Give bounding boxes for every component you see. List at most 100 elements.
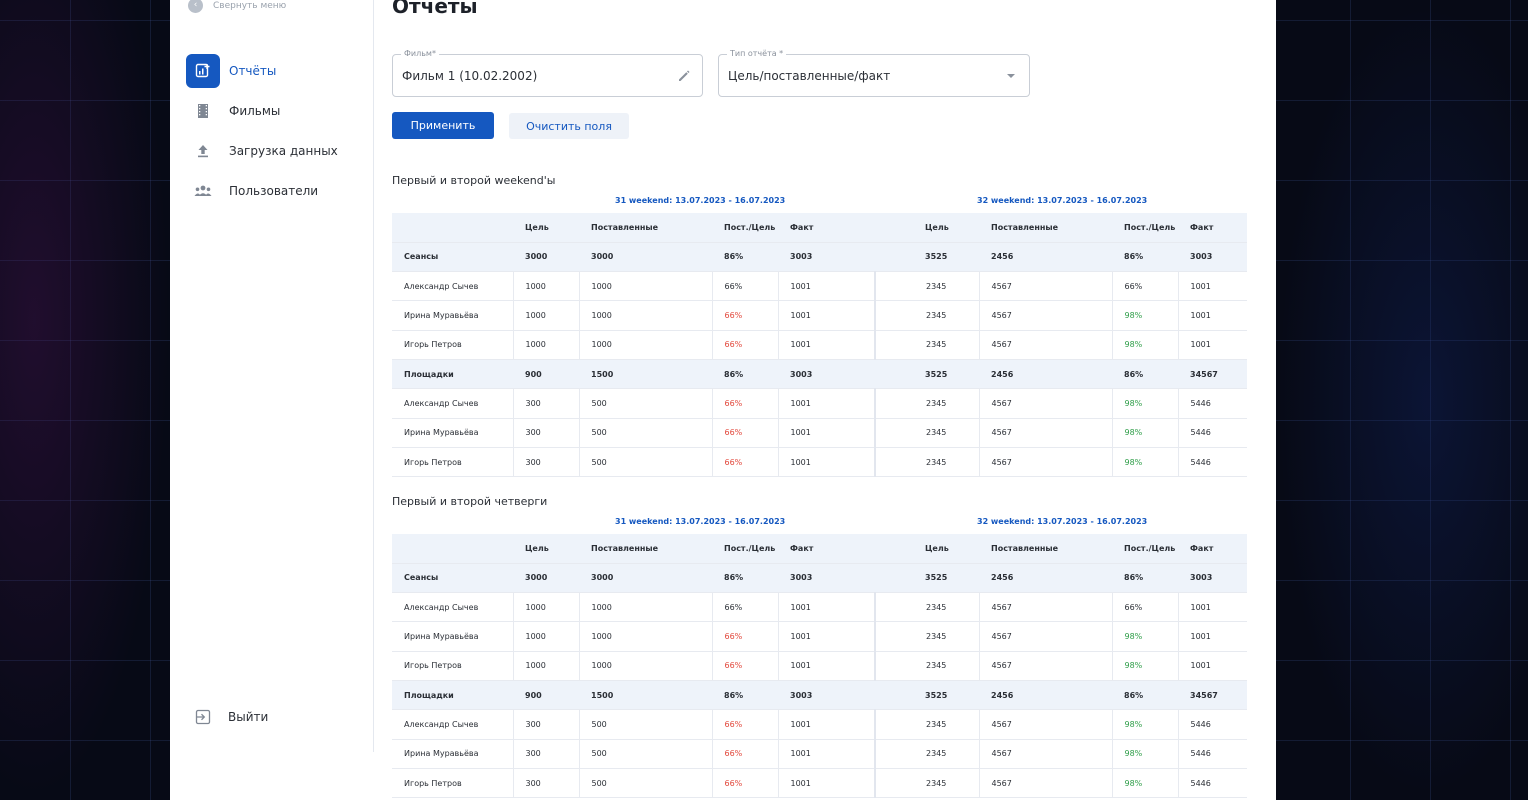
column-header: Пост./Цель: [712, 534, 778, 564]
column-header: Поставленные: [579, 213, 712, 243]
table-cell: 1000: [578, 592, 712, 623]
table-cell: 300: [512, 447, 579, 478]
table-cell: 3525: [875, 680, 979, 711]
table-cell: 4567: [978, 330, 1112, 360]
app-window: ‹ Свернуть меню Отчёты Фильмы Загрузка д…: [170, 0, 1276, 800]
column-header: Пост./Цель: [1112, 534, 1178, 564]
collapse-menu-button[interactable]: ‹ Свернуть меню: [188, 0, 286, 13]
table-cell: 1001: [1177, 592, 1247, 623]
table-cell: 2456: [979, 242, 1112, 273]
table-cell: 1001: [1177, 300, 1247, 331]
table-cell: 1000: [512, 330, 579, 360]
ratio-cell: 66%: [711, 739, 778, 769]
table-cell: 4567: [978, 592, 1112, 623]
ratio-cell: 66%: [711, 621, 778, 652]
column-header: Цель: [875, 534, 979, 564]
column-header: Поставленные: [579, 534, 712, 564]
film-field-label: Фильм*: [401, 49, 439, 58]
table-row: Александр Сычев 300 500 66% 1001 2345 4567 98% 5…: [392, 709, 1247, 740]
table-cell: 5446: [1177, 447, 1247, 478]
logout-icon: [194, 708, 212, 726]
ratio-cell: 86%: [712, 563, 778, 594]
table-cell: 34567: [1178, 680, 1247, 711]
row-label: Игорь Петров: [392, 330, 513, 360]
table-cell: 2345: [874, 271, 979, 302]
table-cell: 4567: [978, 651, 1112, 681]
film-field[interactable]: Фильм* Фильм 1 (10.02.2002): [392, 49, 703, 97]
ratio-cell: 98%: [1111, 300, 1178, 331]
report-section-title: Первый и второй weekend'ы: [392, 174, 556, 187]
film-field-value: Фильм 1 (10.02.2002): [402, 69, 538, 83]
table-cell: 2345: [874, 418, 979, 448]
table-cell: 1000: [578, 651, 712, 681]
table-cell: 4567: [978, 709, 1112, 740]
background-glow-left: [0, 0, 170, 800]
sidebar-item-upload[interactable]: Загрузка данных: [186, 134, 338, 168]
table-cell: 500: [578, 447, 712, 478]
table-cell: 1001: [1177, 651, 1247, 681]
column-header: Цель: [513, 213, 579, 243]
column-header: Факт: [1178, 534, 1247, 564]
table-cell: 900: [513, 680, 579, 711]
table-cell: 3000: [579, 563, 712, 594]
sidebar-item-films[interactable]: Фильмы: [186, 94, 280, 128]
table-cell: 1001: [1177, 621, 1247, 652]
table-header-row: Цель Поставленные Пост./Цель Факт Цель П…: [392, 534, 1247, 564]
logout-button[interactable]: Выйти: [194, 708, 268, 726]
column-header: Поставленные: [979, 534, 1112, 564]
pencil-icon[interactable]: [676, 68, 692, 84]
ratio-cell: 66%: [711, 651, 778, 681]
row-label: Александр Сычев: [392, 709, 513, 740]
table-cell: 2456: [979, 359, 1112, 390]
table-cell: 1000: [512, 592, 579, 623]
row-label: Ирина Муравьёва: [392, 418, 513, 448]
row-label: Площадки: [392, 680, 513, 711]
apply-button[interactable]: Применить: [392, 112, 494, 139]
sidebar-item-users[interactable]: Пользователи: [186, 174, 318, 208]
table-cell: 2345: [874, 388, 979, 419]
ratio-cell: 86%: [1112, 359, 1178, 390]
table-cell: 3000: [513, 242, 579, 273]
caret-down-icon[interactable]: [1003, 68, 1019, 84]
report-section-title: Первый и второй четверги: [392, 495, 548, 508]
table-cell: 1001: [777, 651, 875, 681]
ratio-cell: 66%: [711, 388, 778, 419]
table-cell: 1001: [777, 739, 875, 769]
row-label: Игорь Петров: [392, 447, 513, 478]
table-cell: 2456: [979, 680, 1112, 711]
upload-icon: [186, 134, 220, 168]
ratio-cell: 98%: [1111, 768, 1178, 799]
table-cell: 5446: [1177, 739, 1247, 769]
table-cell: 1001: [777, 300, 875, 331]
table-cell: 2345: [874, 592, 979, 623]
row-label: Ирина Муравьёва: [392, 621, 513, 652]
summary-row: Сеансы 3000 3000 86% 3003 3525 2456 86% 3003: [392, 242, 1247, 273]
table-row: Игорь Петров 300 500 66% 1001 2345 4567 98% 5446: [392, 768, 1247, 799]
table-cell: 2345: [874, 330, 979, 360]
table-cell: 4567: [978, 621, 1112, 652]
column-header: Цель: [513, 534, 579, 564]
report-type-select[interactable]: Тип отчёта * Цель/поставленные/факт: [718, 49, 1030, 97]
sidebar-item-label: Отчёты: [229, 64, 277, 78]
table-cell: 1000: [512, 621, 579, 652]
sidebar: ‹ Свернуть меню Отчёты Фильмы Загрузка д…: [170, 0, 374, 752]
collapse-arrow-icon: ‹: [188, 0, 203, 13]
ratio-cell: 66%: [711, 709, 778, 740]
table-row: Ирина Муравьёва 1000 1000 66% 1001 2345 4567 98…: [392, 621, 1247, 652]
table-cell: 1001: [777, 621, 875, 652]
table-cell: 3003: [778, 680, 875, 711]
ratio-cell: 98%: [1111, 388, 1178, 419]
ratio-cell: 98%: [1111, 621, 1178, 652]
clear-fields-button[interactable]: Очистить поля: [509, 113, 629, 139]
column-header: Факт: [778, 534, 875, 564]
sidebar-item-reports[interactable]: Отчёты: [186, 54, 276, 88]
table-cell: 1001: [777, 768, 875, 799]
ratio-cell: 66%: [711, 447, 778, 478]
table-cell: 1500: [579, 680, 712, 711]
table-row: Игорь Петров 300 500 66% 1001 2345 4567 98% 5446: [392, 447, 1247, 478]
table-cell: 3003: [1178, 242, 1247, 273]
ratio-cell: 98%: [1111, 418, 1178, 448]
report-type-value: Цель/поставленные/факт: [728, 69, 891, 83]
ratio-cell: 86%: [712, 359, 778, 390]
table-cell: 3003: [778, 359, 875, 390]
